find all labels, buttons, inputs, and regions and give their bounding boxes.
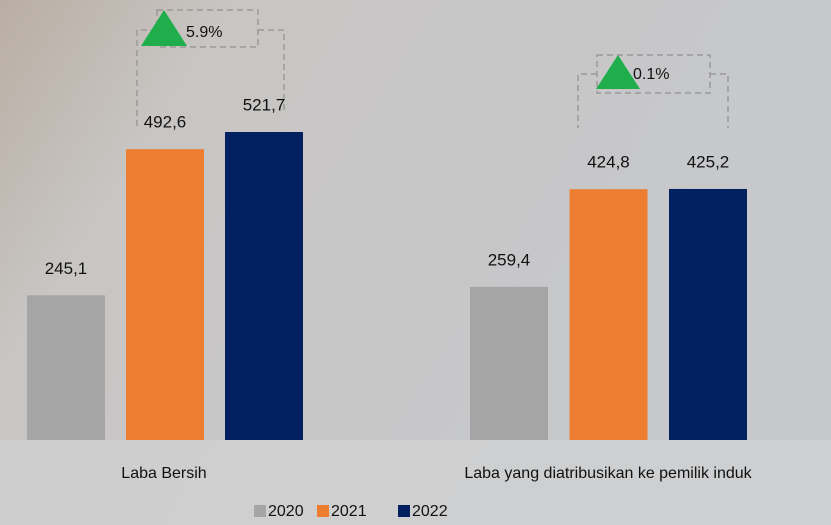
legend-swatch (254, 505, 266, 517)
bar (126, 149, 204, 440)
annotation-bracket (710, 73, 729, 128)
value-label: 259,4 (488, 250, 531, 269)
growth-annotation: 5.9% (136, 9, 285, 130)
annotation-text: 5.9% (186, 24, 222, 41)
category-label: Laba yang diatribusikan ke pemilik induk (464, 465, 752, 482)
value-label: 245,1 (45, 259, 88, 278)
legend-label: 2022 (412, 503, 448, 520)
annotation-box (156, 9, 259, 48)
annotation-bracket (258, 29, 285, 112)
value-label: 424,8 (587, 153, 630, 172)
bar (225, 132, 303, 440)
bar (470, 286, 548, 440)
bar (27, 295, 105, 440)
legend-label: 2020 (268, 503, 304, 520)
value-label: 521,7 (243, 95, 286, 114)
growth-annotation: 0.1% (577, 54, 729, 128)
up-arrow (596, 55, 640, 89)
legend-swatch (398, 505, 410, 517)
bar (569, 189, 648, 440)
up-arrow (141, 10, 187, 46)
bar (669, 188, 747, 440)
annotation-bracket (136, 29, 157, 130)
value-label: 425,2 (687, 152, 730, 171)
legend-label: 2021 (331, 503, 367, 520)
category-label: Laba Bersih (121, 465, 206, 482)
value-label: 492,6 (144, 113, 187, 132)
footer-band (0, 440, 831, 525)
legend-swatch (317, 505, 329, 517)
annotation-bracket (577, 73, 597, 128)
annotation-text: 0.1% (633, 66, 669, 83)
